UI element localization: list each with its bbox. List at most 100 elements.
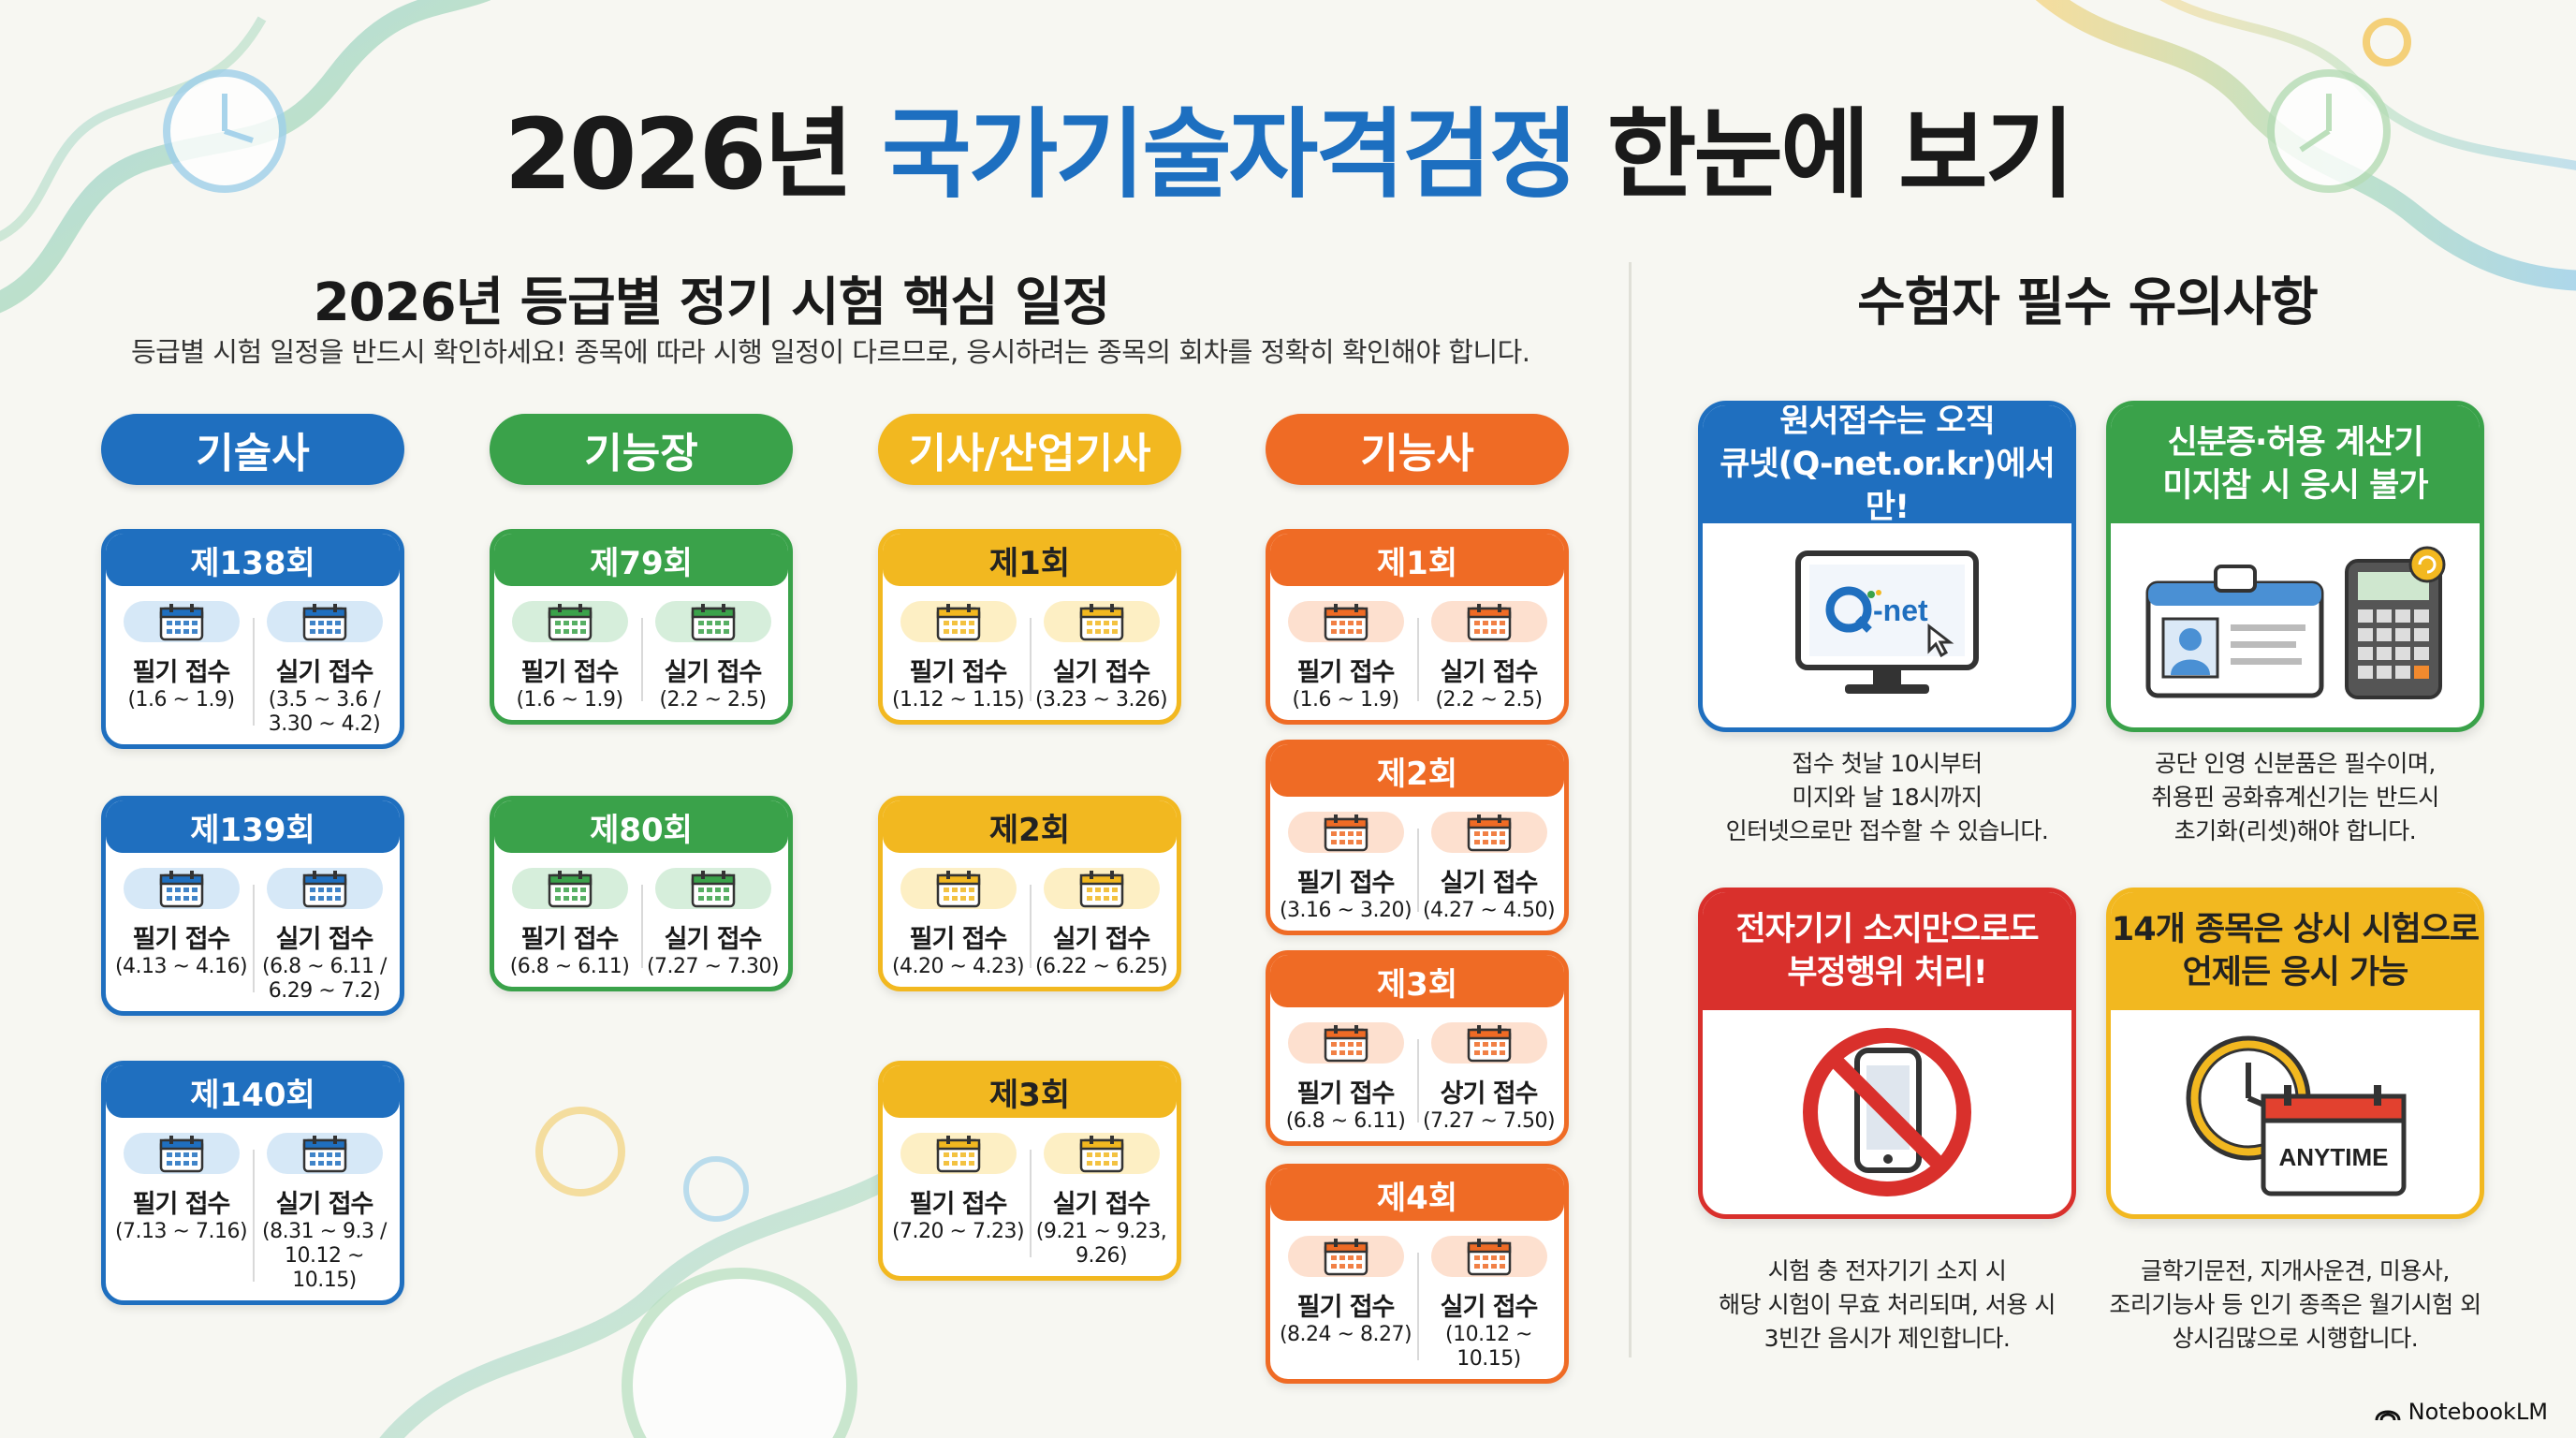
written-dates: (1.12 ~ 1.15) (891, 688, 1025, 712)
calendar-icon (1430, 1236, 1547, 1277)
grade-pill: 기능사 (1266, 414, 1569, 485)
written-label: 필기 접수 (1296, 1293, 1396, 1322)
calendar-icon (1430, 601, 1547, 642)
practical-slot: 실기 접수 (10.12 ~ 10.15) (1417, 1236, 1560, 1372)
written-slot: 필기 접수 (7.13 ~ 7.16) (110, 1133, 253, 1293)
round-title: 제140회 (106, 1065, 400, 1118)
written-slot: 필기 접수 (3.16 ~ 3.20) (1274, 812, 1417, 923)
practical-slot: 실기 접수 (7.27 ~ 7.30) (641, 868, 784, 979)
practical-slot: 실기 접수 (6.8 ~ 6.11 / 6.29 ~ 7.2) (253, 868, 396, 1004)
calendar-icon (1043, 601, 1160, 642)
round-title: 제1회 (1270, 534, 1564, 586)
notice-illustration (2111, 523, 2480, 727)
written-label: 필기 접수 (1296, 869, 1396, 898)
calendar-icon (654, 601, 771, 642)
written-slot: 필기 접수 (1.6 ~ 1.9) (110, 601, 253, 737)
written-slot: 필기 접수 (1.12 ~ 1.15) (886, 601, 1030, 712)
practical-dates: (8.31 ~ 9.3 / 10.12 ~ 10.15) (262, 1220, 387, 1292)
practical-slot: 실기 접수 (4.27 ~ 4.50) (1417, 812, 1560, 923)
round-title: 제79회 (494, 534, 788, 586)
grade-pill: 기능장 (490, 414, 793, 485)
practical-slot: 실기 접수 (6.22 ~ 6.25) (1030, 868, 1173, 979)
calendar-icon (1043, 1133, 1160, 1174)
practical-dates: (7.27 ~ 7.50) (1422, 1109, 1556, 1133)
calendar-icon (654, 868, 771, 909)
round-card: 제2회 필기 접수 (3.16 ~ 3.20) 실기 접수 (4.27 ~ 4.50) (1266, 740, 1569, 935)
notice-title: 신분증·허용 계산기 미지참 시 응시 불가 (2111, 405, 2480, 523)
schedule-heading: 2026년 등급별 정기 시험 핵심 일정 (313, 272, 1111, 333)
q-net-monitor-icon: -net (1795, 550, 1979, 694)
calendar-icon (1287, 812, 1404, 853)
notice-card: 전자기기 소지만으로도 부정행위 처리! (1698, 888, 2076, 1219)
grade-pill: 기술사 (101, 414, 404, 485)
notice-illustration: ANYTIME (2111, 1010, 2480, 1214)
clock-calendar-icon: ANYTIME (2186, 1035, 2407, 1196)
no-phone-icon (1803, 1028, 1971, 1196)
notice-description: 시험 충 전자기기 소지 시 해당 시험이 무효 처리되며, 서용 시 3빈간 … (1719, 1257, 2056, 1352)
written-label: 필기 접수 (1296, 1079, 1396, 1108)
written-label: 필기 접수 (909, 1190, 1008, 1219)
written-slot: 필기 접수 (6.8 ~ 6.11) (1274, 1022, 1417, 1134)
title-accent: 국가기술자격검정 (882, 97, 1578, 212)
round-title: 제139회 (106, 800, 400, 853)
practical-label: 실기 접수 (664, 658, 763, 687)
practical-label: 실기 접수 (1440, 869, 1539, 898)
schedule-subtitle: 등급별 시험 일정을 반드시 확인하세요! 종목에 따라 시행 일정이 다르므로… (131, 336, 1530, 368)
round-card: 제138회 필기 접수 (1.6 ~ 1.9) 실기 접수 (3.5 ~ 3.6 / 3… (101, 529, 404, 749)
practical-label: 실기 접수 (1440, 1293, 1539, 1322)
practical-label: 실기 접수 (1052, 658, 1151, 687)
calendar-icon (123, 601, 240, 642)
practical-label: 상기 접수 (1440, 1079, 1539, 1108)
practical-slot: 실기 접수 (2.2 ~ 2.5) (1417, 601, 1560, 712)
id-card-calculator-icon (2145, 546, 2446, 699)
written-label: 필기 접수 (1296, 658, 1396, 687)
notice-title: 14개 종목은 상시 시험으로 언제든 응시 가능 (2111, 892, 2480, 1010)
practical-dates: (6.8 ~ 6.11 / 6.29 ~ 7.2) (262, 955, 387, 1003)
written-dates: (1.6 ~ 1.9) (516, 688, 623, 712)
written-label: 필기 접수 (909, 925, 1008, 954)
written-label: 필기 접수 (909, 658, 1008, 687)
written-slot: 필기 접수 (1.6 ~ 1.9) (1274, 601, 1417, 712)
notice-description: 글학기문전, 지개사운견, 미용사, 조리기능사 등 인기 종족은 월기시험 외… (2109, 1257, 2481, 1352)
practical-dates: (3.5 ~ 3.6 / 3.30 ~ 4.2) (268, 688, 381, 736)
calendar-icon (511, 868, 628, 909)
written-dates: (4.13 ~ 4.16) (114, 955, 248, 978)
round-title: 제2회 (883, 800, 1177, 853)
calendar-icon (266, 1133, 383, 1174)
practical-dates: (2.2 ~ 2.5) (659, 688, 767, 712)
written-label: 필기 접수 (132, 925, 231, 954)
calendar-icon (266, 601, 383, 642)
written-dates: (7.13 ~ 7.16) (114, 1220, 248, 1243)
notice-description: 공단 인영 신분품은 필수이며, 취용핀 공화휴계신기는 반드시 초기화(리셋)… (2151, 750, 2439, 844)
round-card: 제3회 필기 접수 (7.20 ~ 7.23) 실기 접수 (9.21 ~ 9.23, … (878, 1061, 1181, 1281)
written-label: 필기 접수 (132, 1190, 231, 1219)
round-card: 제139회 필기 접수 (4.13 ~ 4.16) 실기 접수 (6.8 ~ 6.11 … (101, 796, 404, 1016)
section-divider (1629, 262, 1632, 1357)
written-dates: (1.6 ~ 1.9) (1292, 688, 1399, 712)
practical-dates: (10.12 ~ 10.15) (1445, 1323, 1533, 1371)
practical-slot: 실기 접수 (9.21 ~ 9.23, 9.26) (1030, 1133, 1173, 1269)
page-title: 2026년 국가기술자격검정 한눈에 보기 (0, 75, 2576, 216)
practical-dates: (4.27 ~ 4.50) (1422, 899, 1556, 922)
written-slot: 필기 접수 (4.20 ~ 4.23) (886, 868, 1030, 979)
round-title: 제1회 (883, 534, 1177, 586)
round-title: 제80회 (494, 800, 788, 853)
written-dates: (3.16 ~ 3.20) (1279, 899, 1412, 922)
practical-label: 실기 접수 (1052, 925, 1151, 954)
title-rest: 한눈에 보기 (1606, 97, 2075, 212)
practical-label: 실기 접수 (275, 925, 374, 954)
notice-card: 신분증·허용 계산기 미지참 시 응시 불가 (2106, 401, 2484, 732)
written-label: 필기 접수 (520, 658, 620, 687)
notices-heading: 수험자 필수 유의사항 (1857, 272, 2319, 333)
written-dates: (6.8 ~ 6.11) (1285, 1109, 1406, 1133)
round-title: 제2회 (1270, 744, 1564, 797)
written-slot: 필기 접수 (4.13 ~ 4.16) (110, 868, 253, 1004)
practical-dates: (6.22 ~ 6.25) (1034, 955, 1168, 978)
written-dates: (7.20 ~ 7.23) (891, 1220, 1025, 1243)
calendar-icon (511, 601, 628, 642)
q-net-logo-text: -net (1873, 594, 1928, 627)
round-card: 제1회 필기 접수 (1.6 ~ 1.9) 실기 접수 (2.2 ~ 2.5) (1266, 529, 1569, 725)
written-slot: 필기 접수 (1.6 ~ 1.9) (498, 601, 641, 712)
round-card: 제80회 필기 접수 (6.8 ~ 6.11) 실기 접수 (7.27 ~ 7.30) (490, 796, 793, 991)
calendar-icon (1430, 812, 1547, 853)
